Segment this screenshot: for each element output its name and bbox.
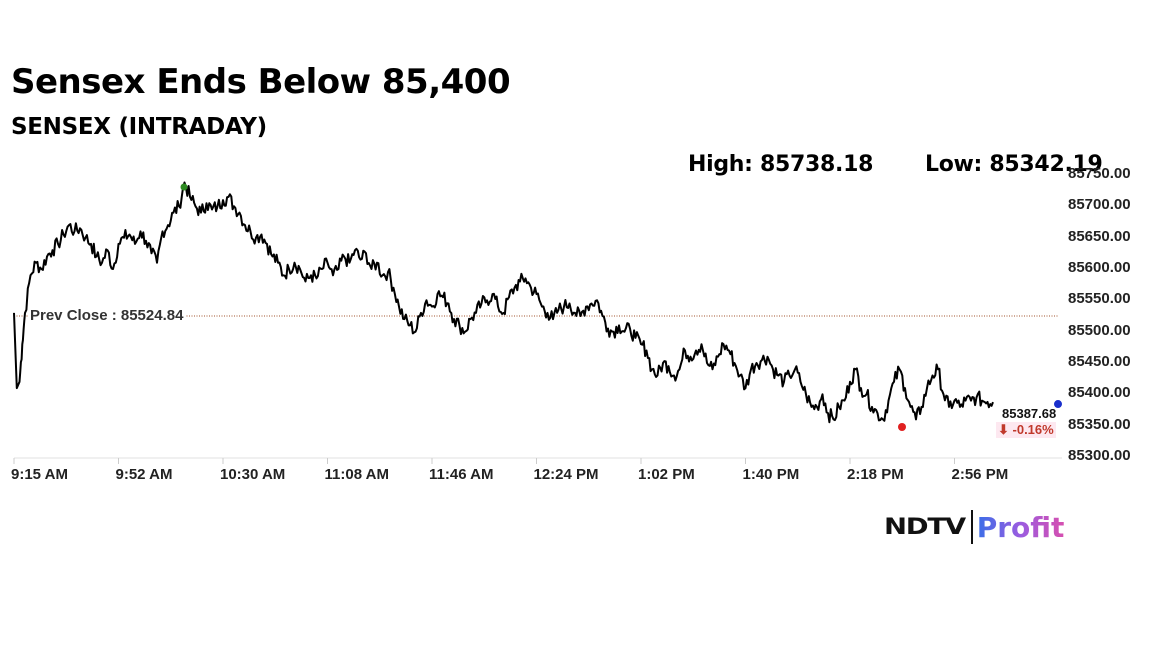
y-axis-tick-label: 85600.00 xyxy=(1068,259,1131,276)
y-axis-tick-label: 85300.00 xyxy=(1068,447,1131,464)
x-axis-tick-label: 2:18 PM xyxy=(847,466,904,483)
x-axis-tick-label: 12:24 PM xyxy=(533,466,599,483)
change-percent-badge: ⬇ -0.16% xyxy=(996,422,1056,438)
logo-ndtv-text: NDTV xyxy=(884,514,966,540)
logo-profit-text: Profit xyxy=(976,510,1065,544)
last-price-marker-icon xyxy=(1054,400,1062,409)
x-axis-tick-marks xyxy=(13,458,955,464)
x-axis-tick-label: 1:02 PM xyxy=(638,466,695,483)
x-axis-tick-label: 11:46 AM xyxy=(429,466,494,483)
day-high-label: High: 85738.18 xyxy=(688,152,874,177)
y-axis-tick-label: 85750.00 xyxy=(1068,165,1131,182)
y-axis-tick-label: 85450.00 xyxy=(1068,353,1131,370)
y-axis-tick-label: 85700.00 xyxy=(1068,196,1131,214)
last-price-label: 85387.68 xyxy=(1002,406,1057,421)
x-axis-tick-label: 9:52 AM xyxy=(115,466,173,483)
x-axis-tick-label: 2:56 PM xyxy=(951,466,1009,483)
y-axis-tick-label: 85650.00 xyxy=(1068,227,1131,245)
high-marker-icon xyxy=(180,183,188,191)
y-axis-tick-label: 85500.00 xyxy=(1068,321,1131,339)
chart-subtitle: SENSEX (INTRADAY) xyxy=(11,114,267,140)
x-axis-tick-label: 1:40 PM xyxy=(742,466,800,483)
x-axis-tick-label: 10:30 AM xyxy=(220,466,286,483)
sensex-price-line xyxy=(13,181,994,424)
y-axis-tick-label: 85550.00 xyxy=(1068,290,1131,308)
x-axis-tick-label: 11:08 AM xyxy=(324,466,389,483)
y-axis-tick-label: 85400.00 xyxy=(1068,384,1131,402)
y-axis-tick-label: 85350.00 xyxy=(1068,415,1131,433)
ndtv-profit-logo: NDTV Profit xyxy=(884,510,1064,544)
chart-headline: Sensex Ends Below 85,400 xyxy=(11,62,511,102)
logo-divider xyxy=(970,510,973,544)
prev-close-label: Prev Close : 85524.84 xyxy=(28,307,186,324)
x-axis-tick-label: 9:15 AM xyxy=(11,466,68,483)
low-marker-icon xyxy=(898,423,906,431)
day-low-label: Low: 85342.19 xyxy=(925,152,1103,177)
